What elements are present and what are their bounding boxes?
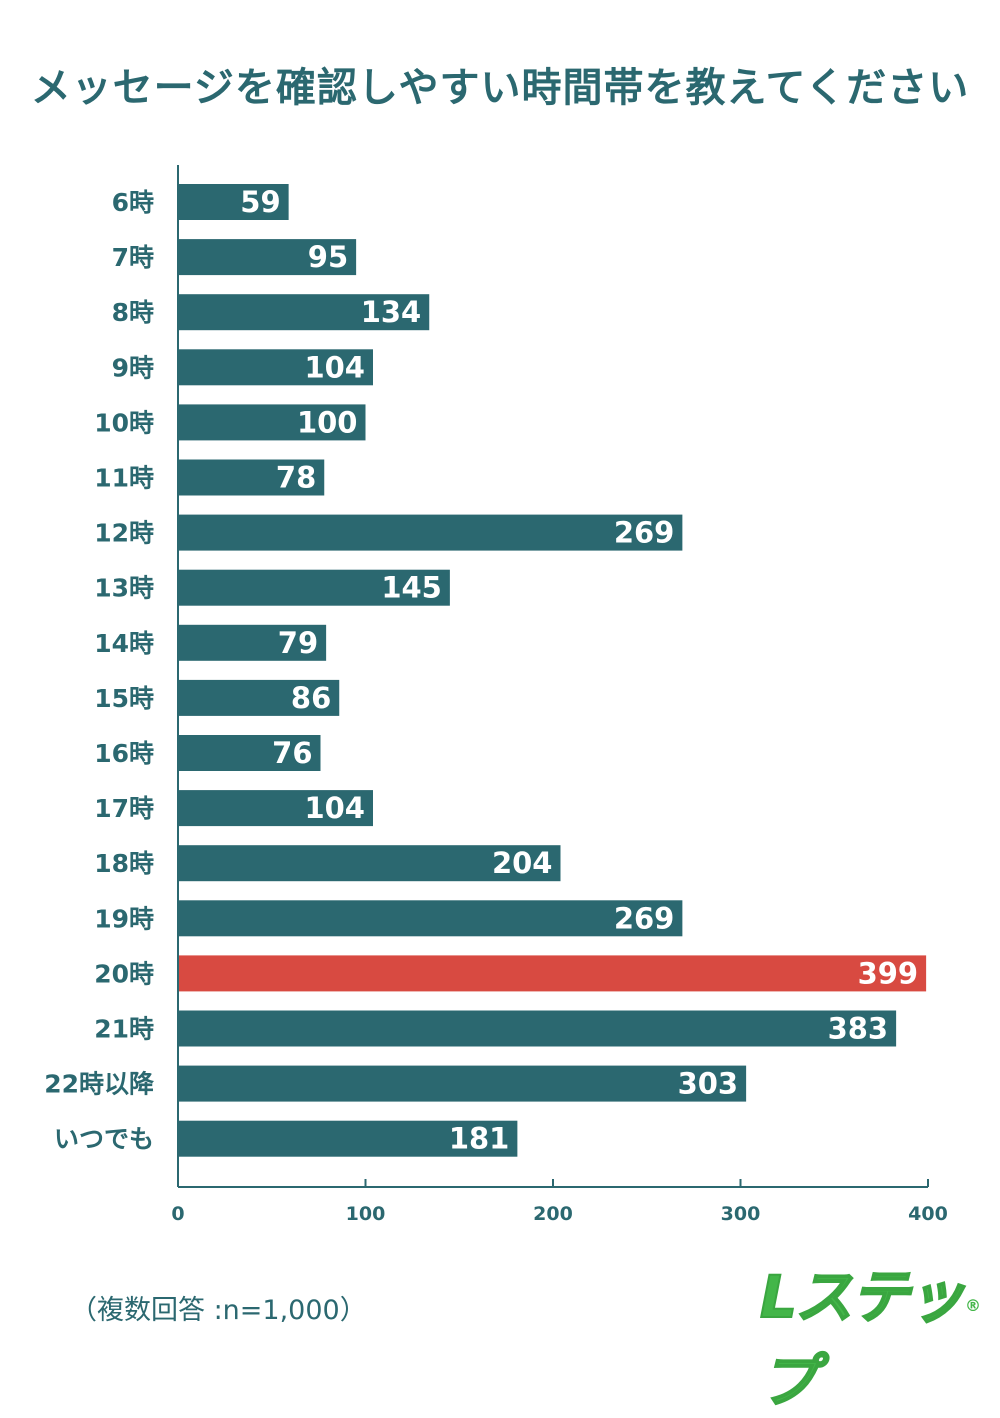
value-label-2: 134 xyxy=(361,295,422,329)
category-label-16: 22時以降 xyxy=(44,1070,155,1099)
value-label-0: 59 xyxy=(240,185,280,219)
bar-4 xyxy=(178,404,366,441)
value-label-9: 86 xyxy=(291,681,331,715)
category-label-6: 12時 xyxy=(94,519,154,548)
bar-8 xyxy=(178,624,327,661)
value-label-6: 269 xyxy=(614,516,675,550)
x-tick-label-3: 300 xyxy=(721,1203,761,1225)
category-label-1: 7時 xyxy=(112,243,154,272)
bar-6 xyxy=(178,514,683,551)
bar-17 xyxy=(178,1120,518,1157)
category-label-9: 15時 xyxy=(94,684,154,713)
brand-logo: Lステップ ® xyxy=(759,1250,985,1416)
value-label-16: 303 xyxy=(678,1067,739,1101)
category-label-7: 13時 xyxy=(94,574,154,603)
x-ticks-group: 0 100 200 300 400 xyxy=(171,1179,948,1225)
chart-title: メッセージを確認しやすい時間帯を教えてください xyxy=(30,65,970,111)
bar-0 xyxy=(178,184,289,220)
value-label-1: 95 xyxy=(308,240,348,274)
x-tick-label-1: 100 xyxy=(346,1203,386,1225)
registered-mark-icon: ® xyxy=(965,1296,981,1315)
value-label-12: 204 xyxy=(492,846,553,880)
category-label-12: 18時 xyxy=(94,849,154,878)
value-label-17: 181 xyxy=(449,1122,510,1156)
value-label-7: 145 xyxy=(381,571,442,605)
value-label-10: 76 xyxy=(272,736,312,770)
value-label-15: 383 xyxy=(828,1012,889,1046)
category-label-14: 20時 xyxy=(94,959,154,988)
category-label-10: 16時 xyxy=(94,739,154,768)
value-label-4: 100 xyxy=(297,405,358,439)
bar-12 xyxy=(178,845,561,882)
value-label-5: 78 xyxy=(276,461,316,495)
category-label-3: 9時 xyxy=(112,353,154,382)
bar-10 xyxy=(178,735,321,771)
value-label-11: 104 xyxy=(304,791,365,825)
logo-text: Lステップ xyxy=(759,1262,966,1416)
category-label-5: 11時 xyxy=(94,464,154,493)
bar-16 xyxy=(178,1065,747,1102)
category-label-11: 17時 xyxy=(94,794,154,823)
bar-3 xyxy=(178,349,373,386)
value-label-14: 399 xyxy=(858,956,919,990)
bar-5 xyxy=(178,459,325,496)
footnote: （複数回答 :n=1,000） xyxy=(70,1295,367,1326)
bar-15 xyxy=(178,1010,897,1047)
bar-11 xyxy=(178,790,373,827)
bar-14 xyxy=(178,955,927,992)
category-label-0: 6時 xyxy=(112,188,154,217)
category-label-2: 8時 xyxy=(112,298,154,327)
value-label-8: 79 xyxy=(278,626,318,660)
bar-2 xyxy=(178,294,430,331)
bar-9 xyxy=(178,679,340,716)
x-tick-label-2: 200 xyxy=(533,1203,573,1225)
category-label-8: 14時 xyxy=(94,629,154,658)
bar-7 xyxy=(178,569,450,606)
bar-1 xyxy=(178,239,357,276)
bar-13 xyxy=(178,900,683,937)
category-label-15: 21時 xyxy=(94,1015,154,1044)
x-tick-label-0: 0 xyxy=(171,1203,184,1225)
category-label-4: 10時 xyxy=(94,408,154,437)
value-label-13: 269 xyxy=(614,901,675,935)
category-label-17: いつでも xyxy=(54,1125,154,1154)
bars-group: 59 6時 95 7時 134 8時 104 9時 100 10時 78 11時 269 12時 145 13… xyxy=(44,184,927,1157)
x-tick-label-4: 400 xyxy=(908,1203,948,1225)
value-label-3: 104 xyxy=(304,350,365,384)
category-label-13: 19時 xyxy=(94,904,154,933)
bar-chart: 59 6時 95 7時 134 8時 104 9時 100 10時 78 11時 269 12時 145 13… xyxy=(44,165,948,1225)
